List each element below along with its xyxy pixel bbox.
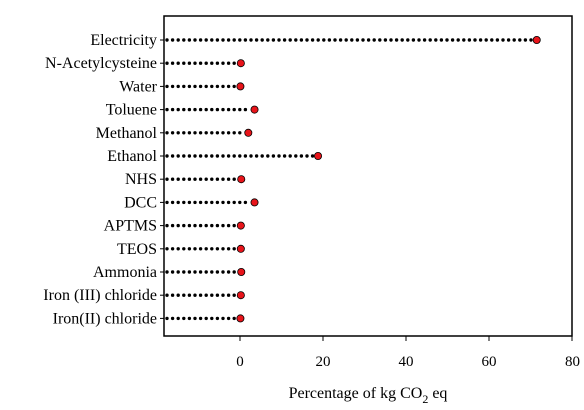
marker-n-acetylcysteine	[236, 59, 245, 68]
category-label-ethanol: Ethanol	[107, 148, 157, 165]
x-axis-ticks-group: 0 20 40 60 80	[236, 336, 580, 370]
x-tick-label-20: 20	[316, 354, 331, 370]
x-tick-label-60: 60	[482, 354, 497, 370]
x-tick-label-80: 80	[565, 354, 580, 370]
marker-water	[236, 82, 245, 91]
category-label-iron-ii-chloride: Iron(II) chloride	[53, 310, 157, 327]
marker-iron-iii-chloride	[236, 291, 245, 300]
stems-group	[165, 38, 535, 321]
markers-group	[236, 36, 541, 323]
marker-ammonia	[237, 267, 246, 276]
x-tick-label-40: 40	[399, 354, 414, 370]
marker-teos	[236, 244, 245, 253]
category-label-teos: TEOS	[117, 241, 157, 258]
category-label-nhs: NHS	[125, 171, 157, 188]
category-label-dcc: DCC	[124, 194, 157, 211]
category-label-electricity: Electricity	[90, 32, 157, 49]
marker-ethanol	[314, 151, 323, 160]
x-axis-label: Percentage of kg CO2 eq	[289, 385, 448, 406]
category-label-aptms: APTMS	[104, 218, 157, 235]
marker-iron-ii-chloride	[236, 314, 245, 323]
category-labels-group: Electricity N-Acetylcysteine Water Toluene M…	[43, 32, 164, 327]
marker-nhs	[237, 175, 246, 184]
marker-aptms	[236, 221, 245, 230]
marker-methanol	[244, 128, 253, 137]
marker-dcc	[250, 198, 259, 207]
category-label-ammonia: Ammonia	[93, 264, 157, 281]
category-label-water: Water	[119, 78, 157, 95]
category-label-methanol: Methanol	[96, 125, 158, 142]
marker-toluene	[250, 105, 259, 114]
category-label-toluene: Toluene	[106, 102, 157, 119]
marker-electricity	[532, 36, 541, 45]
category-label-iron-iii-chloride: Iron (III) chloride	[43, 287, 157, 304]
category-label-n-acetylcysteine: N-Acetylcysteine	[45, 55, 157, 72]
x-tick-label-0: 0	[236, 354, 244, 370]
plot-frame	[163, 15, 573, 337]
